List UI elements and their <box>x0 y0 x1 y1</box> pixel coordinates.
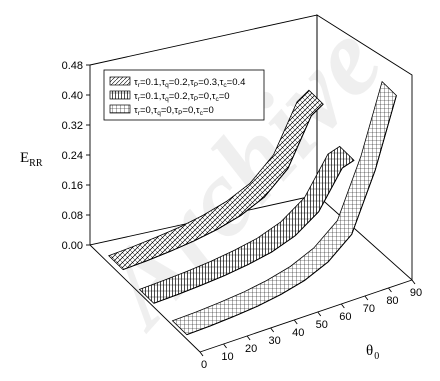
surface-group <box>107 80 397 336</box>
x-tick-mark <box>199 351 204 357</box>
x-tick-label: 90 <box>410 287 422 299</box>
legend-entry-label: τr=0.1,τq=0.2,τP=0,τc=0 <box>134 91 230 103</box>
x-tick-label: 30 <box>269 335 281 347</box>
y-tick-label: 0.16 <box>62 180 83 192</box>
legend-entry-label: τr=0.1,τq=0.2,τP=0.3,τc=0.4 <box>134 77 245 89</box>
x-tick-mark <box>364 295 369 301</box>
x-tick-mark <box>223 343 227 349</box>
x-tick-mark <box>246 335 251 341</box>
y-axis-title: ERR <box>20 150 43 169</box>
surface-edge-grid <box>186 95 397 336</box>
x-tick-mark <box>388 287 392 293</box>
legend: τr=0.1,τq=0.2,τP=0.3,τc=0.4 τr=0.1,τq=0.2… <box>103 69 265 121</box>
surface-edge-vertical <box>153 159 355 304</box>
y-tick-label: 0.24 <box>62 150 83 162</box>
x-tick-mark <box>317 311 322 317</box>
x-axis: 0 10 20 30 40 50 60 70 80 90 <box>199 279 422 371</box>
x-tick-mark <box>293 319 298 325</box>
x-tick-label: 70 <box>363 303 375 315</box>
y-tick-label: 0.00 <box>62 240 83 252</box>
surface-edge-diagonal <box>122 103 324 271</box>
y-tick-label: 0.08 <box>62 210 83 222</box>
floor-bottom-edge <box>199 279 413 353</box>
legend-swatch-grid <box>109 104 131 114</box>
floor-front-edge <box>89 244 201 353</box>
legend-entry-label: τr=0,τq=0,τP=0,τc=0 <box>134 105 214 117</box>
y-axis: 0.00 0.08 0.16 0.24 0.32 0.40 0.48 <box>62 60 90 252</box>
legend-swatch-vertical <box>109 90 131 100</box>
x-tick-label: 10 <box>221 351 233 363</box>
x-tick-label: 60 <box>339 311 351 323</box>
x-tick-label: 40 <box>292 327 304 339</box>
x-tick-label: 50 <box>316 319 328 331</box>
legend-swatch-diagonal <box>109 76 131 86</box>
y-tick-label: 0.40 <box>62 90 83 102</box>
x-axis-title: θ0 <box>366 343 379 362</box>
x-tick-label: 20 <box>245 343 257 355</box>
x-tick-mark <box>270 327 275 333</box>
x-tick-label: 0 <box>201 359 207 371</box>
y-tick-label: 0.32 <box>62 120 83 132</box>
x-tick-mark <box>340 303 345 309</box>
x-tick-label: 80 <box>386 295 398 307</box>
x-tick-mark <box>411 279 416 285</box>
y-tick-label: 0.48 <box>62 60 83 72</box>
legend-box <box>103 69 265 121</box>
